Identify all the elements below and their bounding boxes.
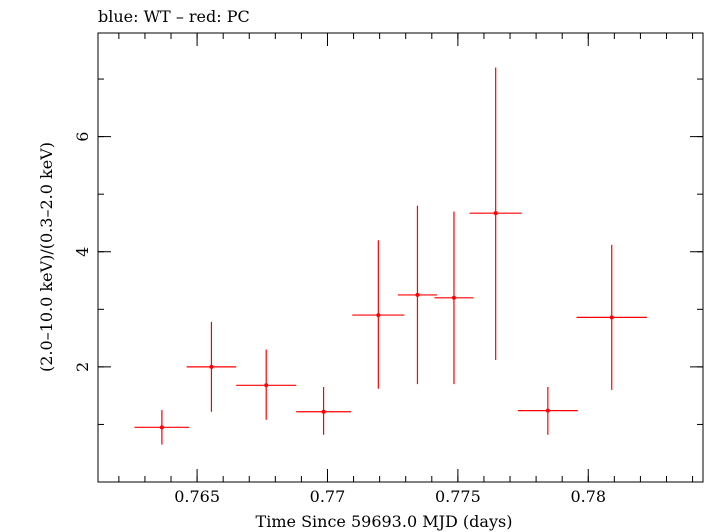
point-marker <box>264 383 269 388</box>
data-point <box>236 349 297 420</box>
point-marker <box>415 292 420 297</box>
data-points <box>134 67 647 445</box>
point-marker <box>493 211 498 216</box>
x-tick-label: 0.77 <box>310 487 346 506</box>
y-axis-label: (2.0–10.0 keV)/(0.3–2.0 keV) <box>37 142 56 372</box>
y-tick-label: 6 <box>73 132 92 142</box>
point-marker <box>321 409 326 414</box>
point-marker <box>609 315 614 320</box>
data-point <box>352 240 405 389</box>
point-marker <box>376 313 381 318</box>
point-marker <box>209 364 214 369</box>
data-point <box>576 244 647 390</box>
x-tick-label: 0.775 <box>435 487 481 506</box>
point-marker <box>545 408 550 413</box>
x-tick-label: 0.78 <box>570 487 606 506</box>
point-marker <box>451 295 456 300</box>
y-tick-label: 4 <box>73 247 92 257</box>
x-tick-label: 0.765 <box>174 487 220 506</box>
y-tick-label: 2 <box>73 362 92 372</box>
plot-frame <box>97 32 704 483</box>
data-point <box>517 387 578 435</box>
x-axis-label: Time Since 59693.0 MJD (days) <box>256 512 513 531</box>
data-point <box>296 387 351 435</box>
data-point <box>186 321 237 412</box>
point-marker <box>159 425 164 430</box>
tick-labels: 0.765 0.77 0.775 0.78 2 4 6 <box>73 132 606 506</box>
data-point <box>469 67 522 360</box>
data-point <box>434 211 474 385</box>
data-point <box>397 205 438 385</box>
chart-title: blue: WT – red: PC <box>98 7 250 26</box>
data-point <box>134 410 190 445</box>
axis-ticks <box>98 33 703 483</box>
